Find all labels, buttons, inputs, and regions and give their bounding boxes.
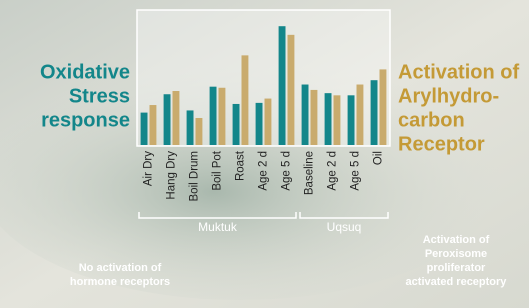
x-tick-label: Age 5 d xyxy=(281,151,293,191)
x-tick-label: Oil xyxy=(373,151,385,165)
x-tick-label: Boil Pot xyxy=(212,150,224,190)
annotation: activated receptory xyxy=(406,276,508,288)
bar xyxy=(233,104,240,145)
bar xyxy=(357,85,364,145)
chart: Air Dry Hang Dry Boil Drum Boil Pot Roast Age… xyxy=(0,0,529,308)
group-label: Muktuk xyxy=(198,220,238,234)
bar xyxy=(256,103,263,145)
x-tick-label: Boil Drum xyxy=(189,151,201,201)
annotation: response xyxy=(41,109,130,131)
x-tick-label: Age 2 d xyxy=(327,151,339,191)
bar xyxy=(173,91,180,145)
bar xyxy=(371,80,378,145)
bar xyxy=(302,85,309,145)
annotation: hormone receptors xyxy=(70,276,170,288)
bar xyxy=(141,113,148,145)
annotation: No activation of xyxy=(79,262,162,274)
x-tick-label: Baseline xyxy=(304,151,316,195)
bar xyxy=(288,35,295,145)
bar xyxy=(311,90,318,145)
x-tick-label: Air Dry xyxy=(143,151,155,186)
bar xyxy=(219,88,226,145)
annotation: Stress xyxy=(69,85,130,107)
x-tick-label: Age 5 d xyxy=(350,151,362,191)
annotation: Activation of xyxy=(398,61,519,83)
bar xyxy=(150,105,157,145)
x-tick-label: Age 2 d xyxy=(258,151,270,191)
bar xyxy=(325,93,332,145)
bar xyxy=(348,95,355,145)
bar xyxy=(380,69,387,145)
bar xyxy=(210,87,217,145)
annotation: Peroxisome xyxy=(425,248,487,260)
annotation: Activation of xyxy=(423,234,490,246)
bar xyxy=(164,94,171,145)
bar xyxy=(242,55,249,145)
bar xyxy=(265,99,272,145)
annotation: Receptor xyxy=(398,133,485,155)
bar xyxy=(334,95,341,145)
bar xyxy=(187,110,194,145)
x-tick-label: Hang Dry xyxy=(166,151,178,200)
bar xyxy=(279,26,286,145)
annotation: proliferator xyxy=(427,262,486,274)
x-tick-label: Roast xyxy=(235,150,247,181)
group-label: Uqsuq xyxy=(327,220,362,234)
annotation: Oxidative xyxy=(40,61,130,83)
bar xyxy=(196,118,203,145)
annotation: Arylhydro- xyxy=(398,85,499,107)
annotation: carbon xyxy=(398,109,465,131)
